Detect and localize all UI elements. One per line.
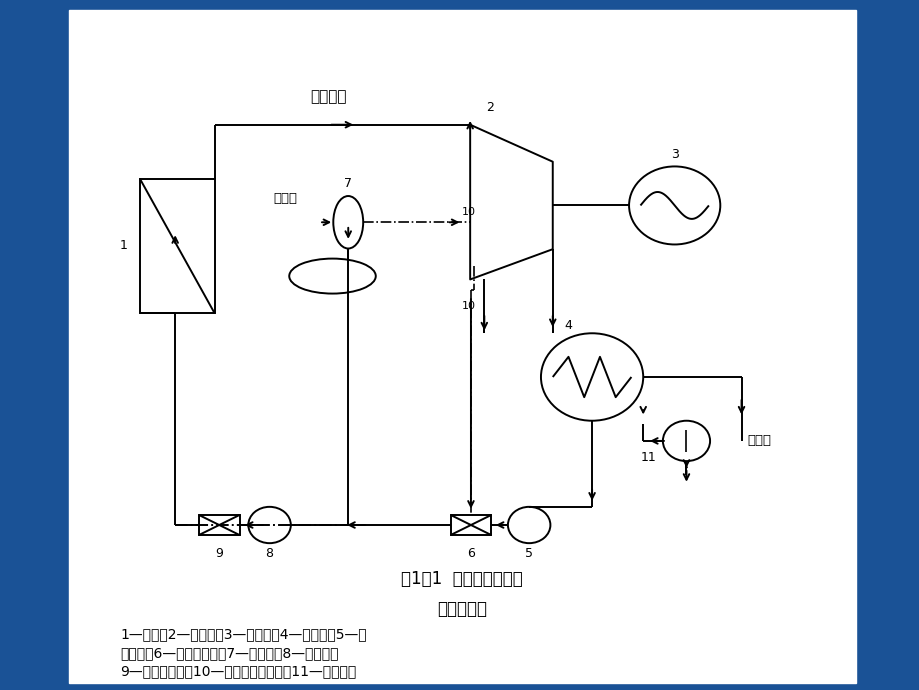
Text: 图1－1  火力发电厂生产: 图1－1 火力发电厂生产 [401, 570, 523, 588]
Text: 6: 6 [467, 547, 474, 560]
Text: 结水泵；6—低压加热器；7—除氧器；8—给水泵；: 结水泵；6—低压加热器；7—除氧器；8—给水泵； [120, 646, 338, 660]
Text: 9—高压加热器；10—汽轮机抚汽管道；11—循环水泵: 9—高压加热器；10—汽轮机抚汽管道；11—循环水泵 [120, 664, 356, 678]
Text: 冷却水: 冷却水 [746, 435, 770, 447]
Text: 5: 5 [525, 547, 533, 560]
Text: 7: 7 [344, 177, 352, 190]
Text: 3: 3 [670, 148, 678, 161]
Text: 8: 8 [266, 547, 273, 560]
Polygon shape [470, 125, 552, 279]
Text: 4: 4 [564, 319, 572, 332]
Text: 过热蕌汽: 过热蕌汽 [310, 89, 346, 104]
Bar [199, 515, 240, 535]
Text: 补给水: 补给水 [273, 193, 297, 205]
Text: 1: 1 [120, 239, 128, 253]
Text: 过程示意图: 过程示意图 [437, 600, 487, 618]
Text: 2: 2 [485, 101, 494, 115]
Text: 10: 10 [461, 302, 475, 311]
Bar [140, 179, 214, 313]
Text: 9: 9 [215, 547, 223, 560]
Text: 1—锅炉；2—汽轮机；3—发电机；4—凝汽器；5—凝: 1—锅炉；2—汽轮机；3—发电机；4—凝汽器；5—凝 [120, 628, 367, 642]
Text: 11: 11 [641, 451, 656, 464]
Text: 10: 10 [461, 207, 475, 217]
Bar [450, 515, 491, 535]
